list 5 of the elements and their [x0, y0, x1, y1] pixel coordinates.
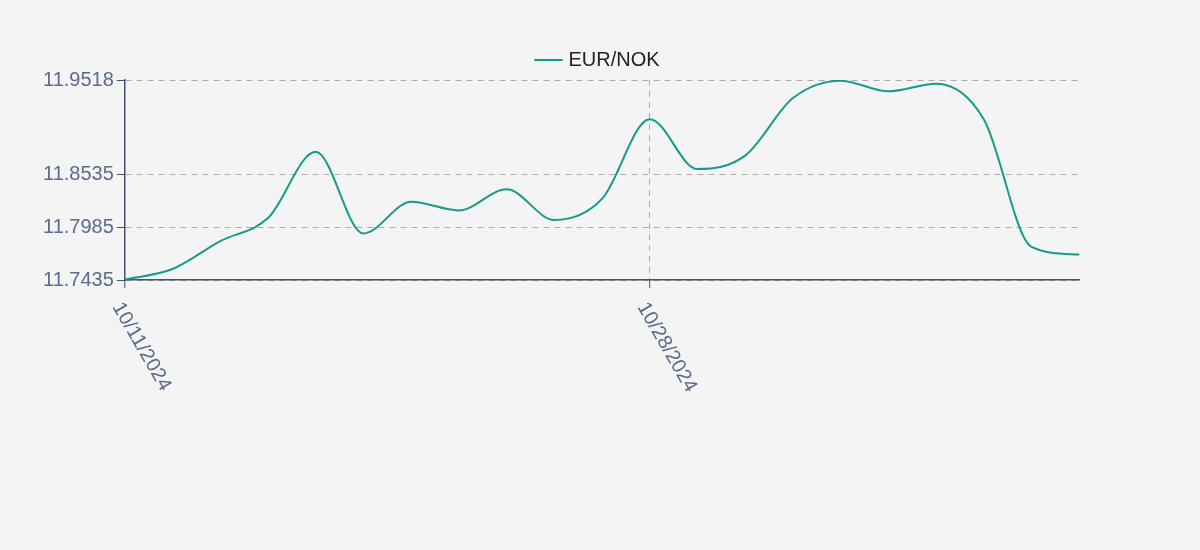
y-tick-label: 11.9518 — [43, 67, 114, 90]
y-tick-label: 11.7435 — [43, 267, 114, 290]
y-tick-label: 11.8535 — [43, 161, 114, 184]
legend-label: EUR/NOK — [568, 47, 661, 70]
y-tick-label: 11.7985 — [43, 214, 114, 237]
